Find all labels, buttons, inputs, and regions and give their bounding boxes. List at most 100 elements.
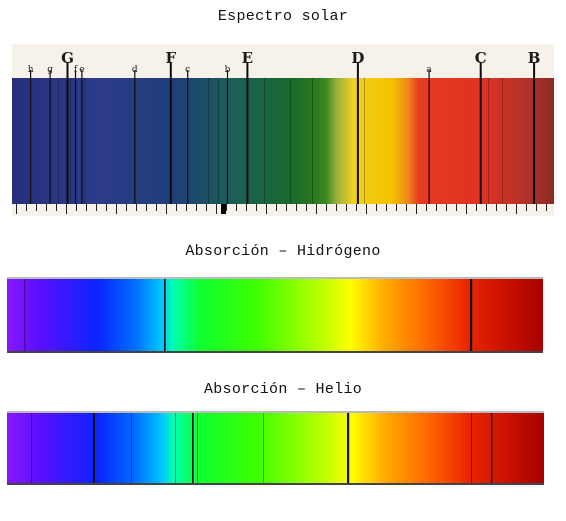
solar-line-label: F [165, 49, 176, 67]
solar-scale-tick [436, 204, 437, 211]
solar-scale-tick [396, 204, 397, 211]
solar-scale-tick [156, 204, 157, 211]
helium-spectrum-band [7, 413, 544, 483]
solar-faint-line [488, 78, 489, 204]
solar-scale-tick [546, 204, 547, 211]
solar-line-C [479, 62, 482, 204]
solar-line-D [356, 62, 359, 204]
solar-scale-tick [376, 204, 377, 211]
solar-scale-tick [346, 204, 347, 211]
solar-scale-tick [106, 204, 107, 211]
solar-line-c [187, 70, 189, 204]
solar-scale-tick [56, 204, 57, 211]
solar-spectrum-band [12, 78, 554, 204]
solar-scale-tick [86, 204, 87, 211]
solar-scale-tick [226, 204, 227, 211]
hydrogen-spectrum [7, 277, 543, 353]
solar-line-label: C [475, 49, 487, 67]
solar-scale-tick [516, 204, 517, 214]
solar-line-label: B [528, 49, 541, 67]
solar-scale-tick [426, 204, 427, 211]
helium-line [263, 413, 264, 483]
solar-scale-tick [146, 204, 147, 211]
solar-scale-tick [356, 204, 357, 211]
solar-scale-tick [186, 204, 187, 211]
solar-faint-line [312, 78, 313, 204]
solar-scale-tick [166, 204, 167, 214]
solar-scale-tick [96, 204, 97, 211]
solar-faint-line [264, 78, 265, 204]
solar-line-label: d [132, 65, 138, 75]
solar-line-h [30, 70, 32, 204]
solar-scale-ticks [16, 204, 547, 214]
solar-scale-tick [76, 204, 77, 211]
solar-scale-tick [386, 204, 387, 211]
solar-scale-tick [496, 204, 497, 211]
solar-scale-tick [136, 204, 137, 211]
solar-scale-tick [316, 204, 317, 214]
solar-scale-tick [336, 204, 337, 211]
solar-scale-tick [46, 204, 47, 211]
solar-scale-tick [486, 204, 487, 211]
solar-scale-tick [326, 204, 327, 211]
solar-scale-tick [476, 204, 477, 211]
solar-line-b [226, 70, 229, 204]
solar-faint-line [502, 78, 503, 204]
solar-line-d [134, 70, 136, 204]
solar-faint-line [70, 78, 71, 204]
helium-line [93, 413, 95, 483]
solar-scale-tick [526, 204, 527, 211]
solar-line-E [246, 62, 249, 204]
helium-absorption-lines [31, 413, 493, 483]
solar-scale-tick [26, 204, 27, 211]
solar-scale-tick [16, 204, 17, 214]
solar-scale-tick [456, 204, 457, 211]
solar-scale-tick [266, 204, 267, 214]
solar-line-G [66, 62, 69, 204]
solar-faint-line [364, 78, 365, 204]
helium-spectrum [7, 411, 544, 485]
solar-line-label: G [61, 49, 74, 67]
solar-scale-tick [446, 204, 447, 211]
hydrogen-spectrum-band [7, 279, 543, 351]
solar-scale-tick [126, 204, 127, 211]
solar-faint-line [218, 78, 219, 204]
solar-faint-line [208, 78, 209, 204]
solar-scale-tick [366, 204, 367, 214]
solar-line-label: h [28, 65, 34, 75]
solar-line-B [533, 62, 536, 204]
solar-spectrum: h gGf e d Fc b E Da C B [12, 44, 554, 216]
helium-line [31, 413, 32, 483]
solar-scale-tick [406, 204, 407, 211]
solar-line-label: g [47, 65, 53, 75]
solar-scale-tick [506, 204, 507, 211]
solar-scale-tick [206, 204, 207, 211]
hydrogen-line-h-beta [164, 279, 166, 351]
solar-scale-marker [221, 204, 226, 214]
solar-line-label: D [351, 49, 364, 67]
solar-line-label: a [426, 65, 432, 75]
solar-line-label: c [185, 65, 190, 75]
solar-line-labels: h gGf e d Fc b E Da C B [28, 49, 541, 75]
solar-scale-tick [286, 204, 287, 211]
solar-scale-tick [466, 204, 467, 214]
solar-scale-tick [116, 204, 117, 214]
solar-spectrum-title: Espectro solar [217, 8, 349, 25]
helium-line [175, 413, 176, 483]
helium-line [471, 413, 472, 483]
helium-line [197, 413, 198, 483]
hydrogen-absorption-title: Absorción – Hidrógeno [185, 243, 381, 260]
solar-scale-tick [236, 204, 237, 211]
solar-scale-tick [176, 204, 177, 211]
solar-scale-tick [416, 204, 417, 214]
helium-line-d3 [347, 413, 350, 483]
solar-scale-tick [216, 204, 217, 214]
solar-absorption-lines [30, 62, 536, 204]
solar-scale-tick [536, 204, 537, 211]
solar-faint-line [290, 78, 291, 204]
solar-line-label: b [225, 65, 231, 75]
solar-scale-tick [246, 204, 247, 211]
solar-line-g [49, 70, 51, 204]
solar-faint-line [58, 78, 59, 204]
hydrogen-line-h-alpha [470, 279, 473, 351]
